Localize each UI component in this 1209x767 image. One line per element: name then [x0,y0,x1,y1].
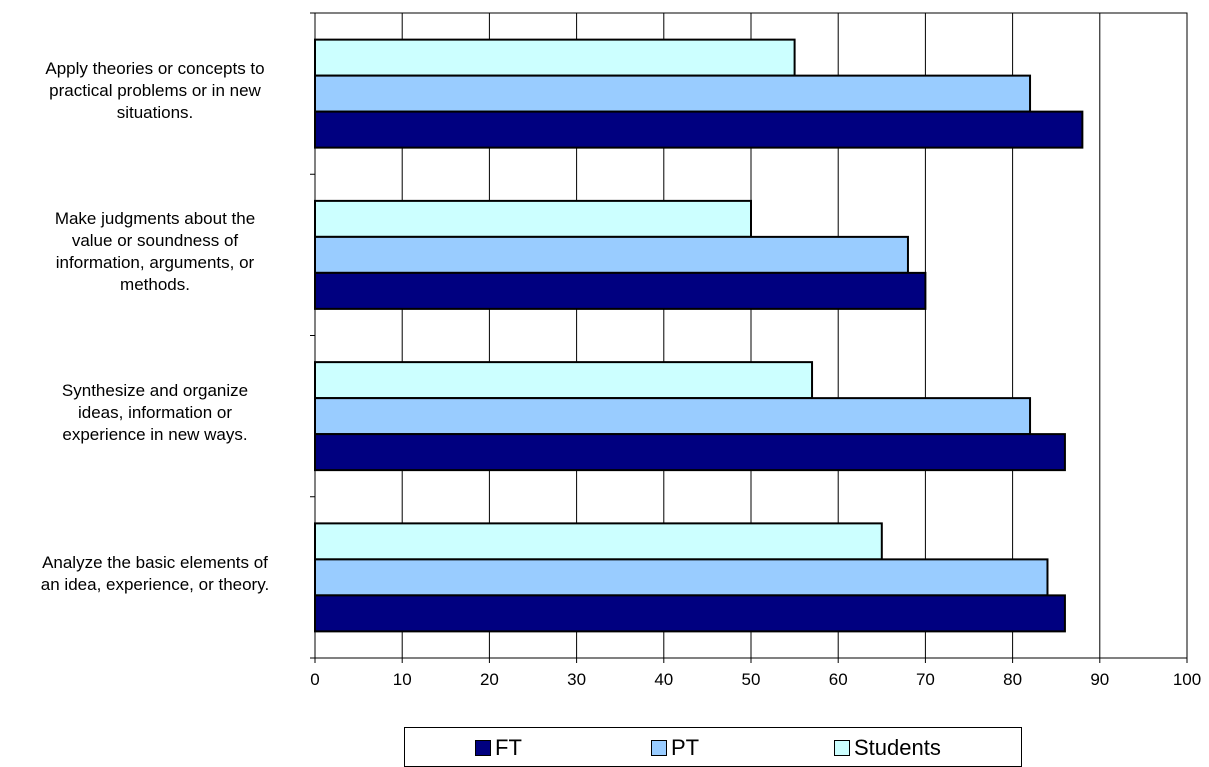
bar-students [314,199,752,238]
bar-ft [314,433,1066,472]
category-label-line: Make judgments about the [54,208,256,228]
legend-swatch-ft [475,740,491,756]
x-tick-label: 10 [393,670,412,689]
category-label-line: experience in new ways. [62,425,248,445]
bar-ft [314,594,1066,633]
category-label-line: Synthesize and organize [61,381,249,401]
category-label-line: an idea, experience, or theory. [40,575,270,595]
bar-ft [314,271,927,310]
category-label-line: Apply theories or concepts to [45,58,265,78]
legend-label-ft: FT [495,735,522,760]
category-label: Analyze the basic elements of an idea, ex… [5,552,305,596]
category-label-line: situations. [116,102,194,122]
x-tick-label: 30 [567,670,586,689]
x-tick-label: 40 [654,670,673,689]
legend-label-students: Students [854,735,941,760]
bar-chart: 0 10 20 30 40 50 60 70 80 90 100 [310,12,1201,689]
x-tick-label: 100 [1173,670,1201,689]
legend-item-students: Students [834,736,941,760]
bar-students [314,38,796,77]
category-label: Make judgments about the value or soundne… [5,208,305,296]
legend-item-ft: FT [475,736,522,760]
category-label-line: Analyze the basic elements of [42,553,268,573]
legend-label-pt: PT [671,735,700,760]
x-tick-label: 50 [742,670,761,689]
legend: FT PT Students [404,727,1022,767]
x-tick-label: 60 [829,670,848,689]
bar-pt [314,558,1049,597]
x-tick-label: 70 [916,670,935,689]
legend-item-pt: PT [651,736,699,760]
category-label-line: information, arguments, or [55,252,255,272]
x-tick-label: 90 [1090,670,1109,689]
category-label-line: ideas, information or [77,403,233,423]
category-label: Apply theories or concepts to practical p… [5,58,305,124]
bar-students [314,522,883,561]
bar-pt [314,74,1032,113]
category-label-line: methods. [120,274,190,294]
category-label: Synthesize and organize ideas, informatio… [5,380,305,446]
x-tick-label: 20 [480,670,499,689]
bar-students [314,361,814,400]
bar-ft [314,110,1084,149]
bar-pt [314,235,909,274]
category-label-line: practical problems or in new [49,80,261,100]
legend-swatch-students [834,740,850,756]
bar-pt [314,397,1032,436]
x-tick-label: 0 [310,670,319,689]
category-label-line: value or soundness of [71,230,239,250]
legend-swatch-pt [651,740,667,756]
x-tick-label: 80 [1003,670,1022,689]
